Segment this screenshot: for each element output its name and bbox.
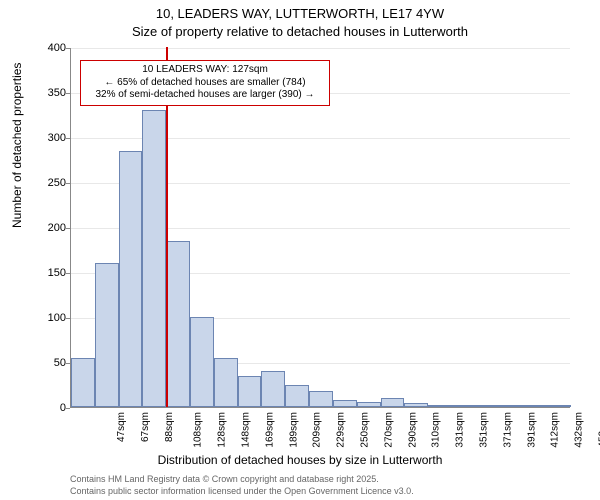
y-tick-mark — [66, 408, 70, 409]
grid-line — [71, 48, 570, 49]
x-tick-label: 128sqm — [217, 412, 228, 448]
y-tick-label: 300 — [36, 132, 66, 144]
histogram-bar — [119, 151, 143, 408]
histogram-bar — [214, 358, 238, 408]
x-tick-label: 351sqm — [479, 412, 490, 448]
y-tick-label: 50 — [36, 357, 66, 369]
y-axis-label: Number of detached properties — [10, 63, 24, 228]
footer-line2: Contains public sector information licen… — [70, 486, 414, 496]
histogram-bar — [142, 110, 166, 407]
y-tick-mark — [66, 273, 70, 274]
x-tick-label: 290sqm — [407, 412, 418, 448]
x-tick-label: 88sqm — [164, 412, 175, 442]
x-axis-label: Distribution of detached houses by size … — [0, 453, 600, 467]
histogram-bar — [166, 241, 190, 408]
x-tick-label: 108sqm — [193, 412, 204, 448]
x-tick-label: 229sqm — [336, 412, 347, 448]
histogram-bar — [476, 405, 500, 407]
x-tick-label: 67sqm — [140, 412, 151, 442]
histogram-bar — [95, 263, 119, 407]
histogram-bar — [285, 385, 309, 408]
x-tick-label: 209sqm — [312, 412, 323, 448]
x-tick-label: 189sqm — [288, 412, 299, 448]
x-tick-label: 310sqm — [431, 412, 442, 448]
y-tick-mark — [66, 138, 70, 139]
footer-line1: Contains HM Land Registry data © Crown c… — [70, 474, 379, 484]
x-tick-label: 250sqm — [360, 412, 371, 448]
histogram-bar — [381, 398, 405, 407]
histogram-bar — [452, 405, 476, 407]
histogram-bar — [547, 405, 571, 407]
histogram-bar — [190, 317, 214, 407]
histogram-bar — [404, 403, 428, 407]
x-tick-label: 270sqm — [383, 412, 394, 448]
y-tick-label: 0 — [36, 402, 66, 414]
y-tick-mark — [66, 228, 70, 229]
y-tick-label: 200 — [36, 222, 66, 234]
y-tick-label: 150 — [36, 267, 66, 279]
histogram-bar — [309, 391, 333, 407]
histogram-bar — [357, 402, 381, 407]
histogram-bar — [428, 405, 452, 407]
annotation-line3: 32% of semi-detached houses are larger (… — [87, 89, 323, 102]
y-tick-mark — [66, 318, 70, 319]
x-tick-label: 148sqm — [241, 412, 252, 448]
histogram-bar — [238, 376, 262, 408]
y-tick-mark — [66, 183, 70, 184]
x-tick-label: 371sqm — [502, 412, 513, 448]
marker-annotation: 10 LEADERS WAY: 127sqm ← 65% of detached… — [80, 60, 330, 106]
y-tick-label: 100 — [36, 312, 66, 324]
histogram-bar — [333, 400, 357, 407]
x-tick-label: 391sqm — [526, 412, 537, 448]
chart-container: 10, LEADERS WAY, LUTTERWORTH, LE17 4YW S… — [0, 0, 600, 500]
y-tick-mark — [66, 48, 70, 49]
x-tick-label: 169sqm — [264, 412, 275, 448]
annotation-line2: ← 65% of detached houses are smaller (78… — [87, 77, 323, 90]
histogram-bar — [500, 405, 524, 407]
y-tick-label: 350 — [36, 87, 66, 99]
x-tick-label: 331sqm — [455, 412, 466, 448]
chart-title-line1: 10, LEADERS WAY, LUTTERWORTH, LE17 4YW — [0, 6, 600, 21]
annotation-line1: 10 LEADERS WAY: 127sqm — [87, 64, 323, 77]
histogram-bar — [71, 358, 95, 408]
x-tick-label: 47sqm — [116, 412, 127, 442]
x-tick-label: 412sqm — [550, 412, 561, 448]
x-tick-label: 432sqm — [574, 412, 585, 448]
histogram-bar — [523, 405, 547, 407]
y-tick-mark — [66, 363, 70, 364]
y-tick-mark — [66, 93, 70, 94]
y-tick-label: 400 — [36, 42, 66, 54]
chart-title-line2: Size of property relative to detached ho… — [0, 24, 600, 39]
histogram-bar — [261, 371, 285, 407]
y-tick-label: 250 — [36, 177, 66, 189]
